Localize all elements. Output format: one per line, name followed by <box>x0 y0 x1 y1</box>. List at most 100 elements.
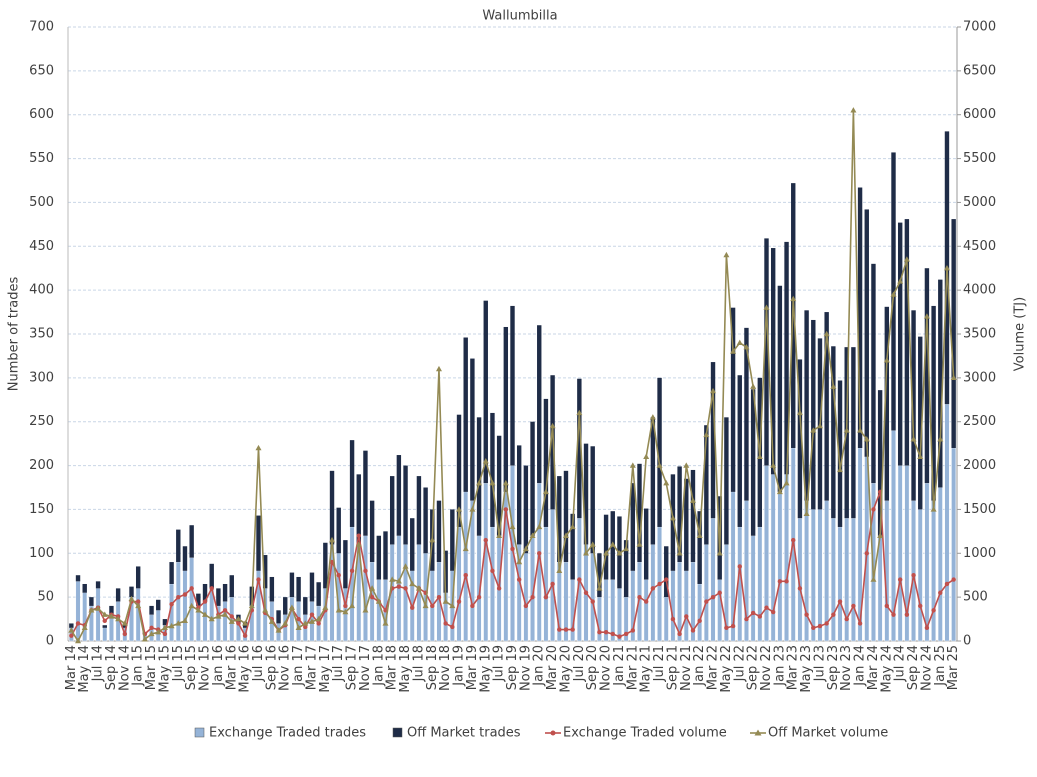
bar <box>156 599 161 611</box>
bar <box>797 359 803 519</box>
bar <box>851 347 856 519</box>
y2-tick-label: 6500 <box>963 63 996 78</box>
bar <box>222 601 228 642</box>
bar <box>804 310 809 501</box>
bar <box>443 550 448 593</box>
bar <box>830 518 836 642</box>
bar <box>784 474 789 642</box>
bar <box>703 544 709 642</box>
point <box>375 598 382 604</box>
bar <box>416 476 422 545</box>
x-tick-label: Sep 22 <box>746 645 761 690</box>
point <box>630 628 636 633</box>
point <box>309 612 315 617</box>
x-tick-label: May 14 <box>77 645 92 693</box>
point <box>804 612 809 617</box>
x-tick-label: May 24 <box>879 645 894 693</box>
point <box>724 625 729 631</box>
bar <box>764 238 769 466</box>
x-tick-label: Sep 23 <box>826 645 841 690</box>
point <box>69 633 74 638</box>
point <box>102 618 107 624</box>
point <box>943 265 950 271</box>
point <box>322 604 329 610</box>
x-tick-label: May 16 <box>238 645 253 693</box>
bar <box>630 483 636 571</box>
point <box>135 599 141 604</box>
point <box>68 627 75 633</box>
y2-tick-label: 2000 <box>963 458 996 473</box>
bar <box>811 319 816 510</box>
bar <box>850 518 856 642</box>
bar <box>917 509 923 642</box>
x-tick-label: Nov 21 <box>679 645 694 691</box>
bar <box>283 597 288 615</box>
bar <box>824 312 829 501</box>
bar <box>510 305 515 466</box>
bar <box>617 588 622 642</box>
bar <box>871 263 876 484</box>
point <box>883 357 890 363</box>
point <box>115 615 122 622</box>
point <box>697 618 702 624</box>
point <box>342 608 349 615</box>
x-tick-label: Jul 15 <box>171 645 186 682</box>
bar <box>750 535 756 642</box>
point <box>863 436 870 442</box>
bar <box>577 378 582 519</box>
bar <box>490 526 495 642</box>
bar <box>436 500 442 563</box>
point <box>616 550 623 556</box>
point <box>188 602 195 609</box>
point <box>776 488 783 495</box>
y2-tick-label: 5500 <box>963 151 996 166</box>
bar <box>182 570 188 642</box>
x-tick-label: Jan 15 <box>131 645 146 687</box>
bar <box>557 476 562 563</box>
point <box>81 624 88 631</box>
point <box>923 313 930 319</box>
bar <box>730 307 736 492</box>
bar <box>911 310 916 501</box>
bar <box>289 596 295 642</box>
bar <box>918 336 923 510</box>
bar <box>229 575 234 598</box>
point <box>303 624 308 630</box>
point <box>456 506 463 512</box>
point <box>182 592 188 597</box>
bar <box>175 561 181 642</box>
bar <box>664 546 669 598</box>
y-tick-label: 650 <box>29 63 54 78</box>
point <box>938 590 943 595</box>
x-tick-label: Jan 18 <box>371 645 386 687</box>
bar <box>884 306 890 501</box>
y-tick-label: 100 <box>29 546 54 561</box>
bar <box>550 509 556 642</box>
point <box>683 462 690 468</box>
point <box>496 532 503 538</box>
bar <box>537 325 542 484</box>
point <box>676 550 683 556</box>
point <box>736 339 743 345</box>
point <box>128 595 135 602</box>
point <box>148 630 155 637</box>
point <box>677 631 682 637</box>
bar <box>931 305 936 501</box>
bar <box>597 553 602 598</box>
point <box>162 631 168 637</box>
point <box>669 515 676 521</box>
point <box>844 616 849 622</box>
bar <box>95 588 101 642</box>
bar <box>303 597 308 615</box>
x-tick-label: Jul 21 <box>652 645 667 682</box>
point <box>189 586 194 591</box>
point <box>482 457 489 464</box>
y-tick-label: 500 <box>29 195 54 210</box>
point <box>583 590 589 595</box>
point <box>950 374 957 381</box>
x-tick-label: Jul 24 <box>893 645 908 682</box>
point <box>529 532 536 538</box>
y-tick-label: 450 <box>29 239 54 254</box>
bar <box>837 526 843 642</box>
point <box>903 256 910 262</box>
